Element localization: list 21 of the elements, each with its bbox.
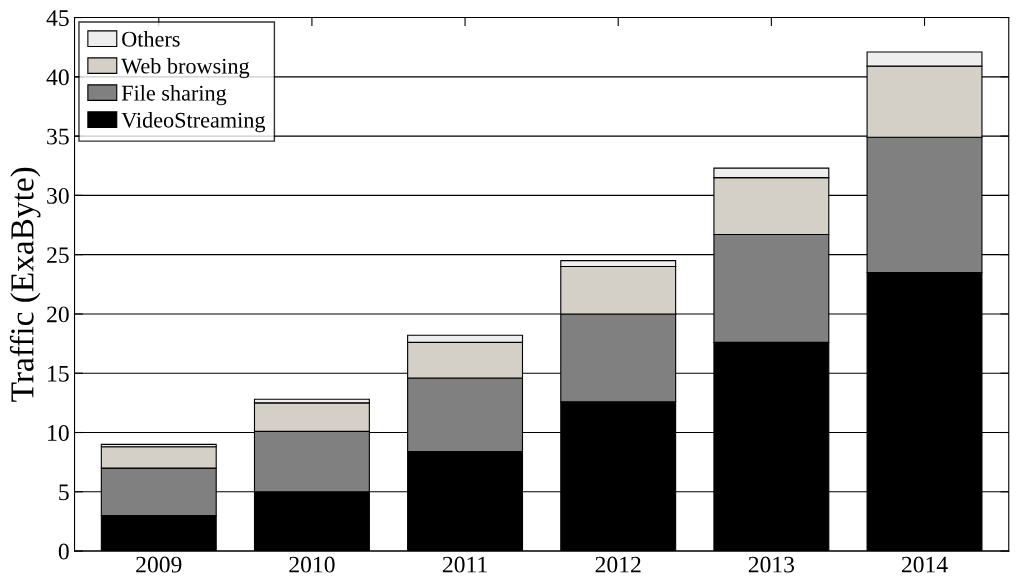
x-tick-label: 2013 [748,556,795,573]
y-tick-label: 45 [46,10,69,26]
y-tick-label: 0 [58,543,69,560]
y-tick-label: 5 [59,484,69,501]
y-tick-label: 25 [47,247,69,264]
legend-label: Web browsing [121,57,250,79]
x-tick-label: 2011 [442,556,487,573]
y-tick-label: 35 [47,128,69,145]
y-tick-label: 40 [46,69,69,86]
y-tick-label: 15 [48,365,69,382]
y-axis-title: Traffic (ExaByte) [9,167,41,402]
legend-label: Others [122,31,180,47]
x-tick-label: 2010 [289,556,335,573]
legend-label: File sharing [121,84,227,106]
x-tick-label: 2014 [901,556,948,573]
y-tick-label: 30 [47,187,69,204]
y-tick-label: 20 [47,306,69,323]
legend-label: VideoStreaming [121,112,266,133]
x-tick-label: 2009 [136,556,182,573]
x-tick-label: 2012 [595,556,641,573]
y-tick-label: 10 [48,425,69,441]
